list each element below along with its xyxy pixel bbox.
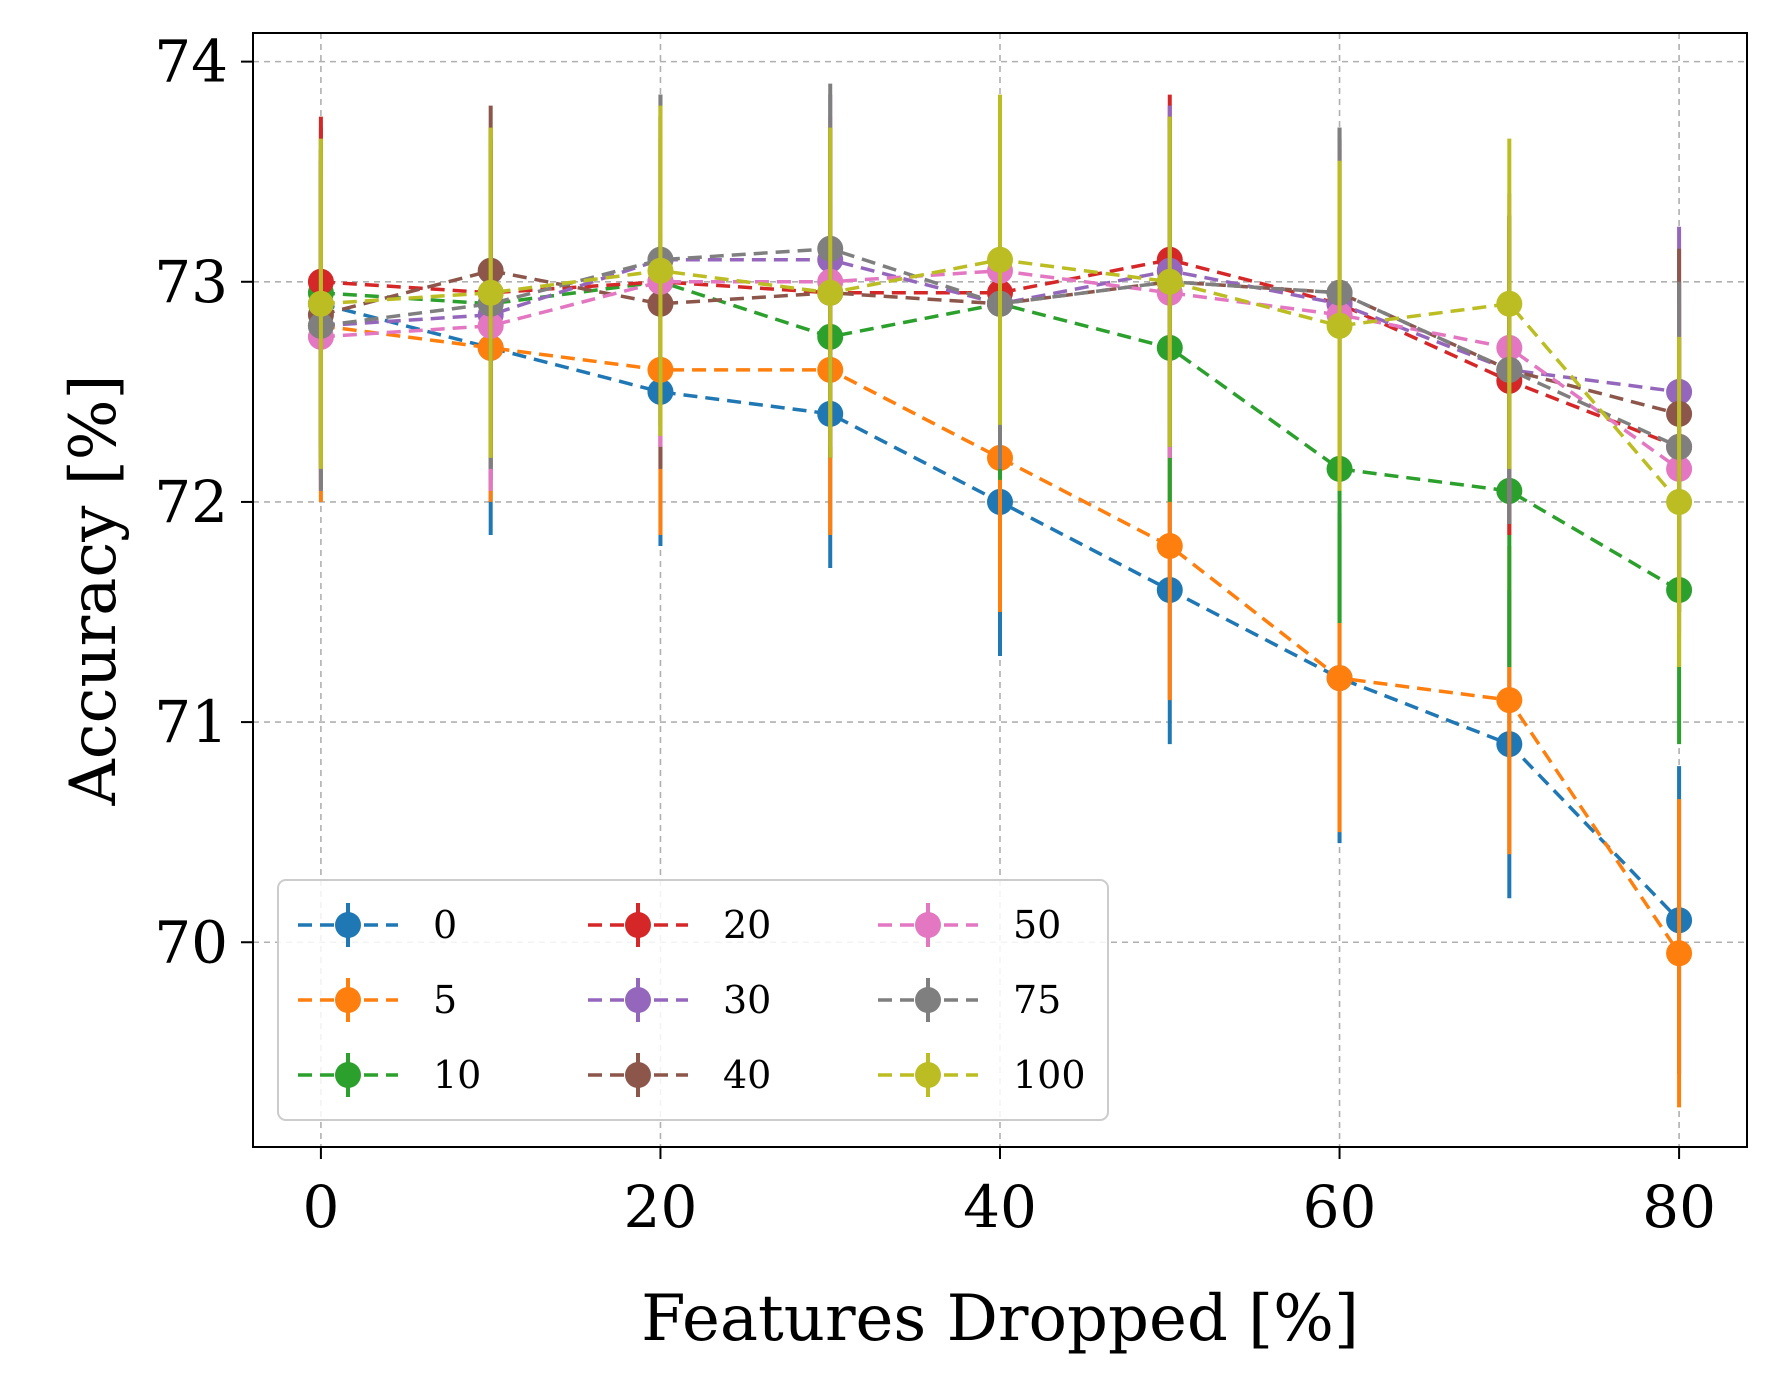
legend-label: 50 — [1013, 903, 1061, 947]
legend-marker — [915, 987, 941, 1013]
x-tick-label: 0 — [302, 1173, 339, 1241]
legend-entry: 75 — [878, 978, 1061, 1022]
data-series — [307, 83, 1693, 1108]
legend-label: 75 — [1013, 978, 1061, 1022]
data-point — [1496, 687, 1523, 714]
y-tick-label: 72 — [154, 468, 228, 536]
y-tick-label: 74 — [154, 28, 228, 96]
data-point — [1156, 532, 1183, 559]
x-axis-label: Features Dropped [%] — [641, 1282, 1359, 1356]
legend-label: 5 — [433, 978, 457, 1022]
legend-label: 100 — [1013, 1053, 1086, 1097]
legend-marker — [915, 912, 941, 938]
y-tick-label: 73 — [154, 248, 228, 316]
legend-label: 10 — [433, 1053, 481, 1097]
x-tick-label: 20 — [624, 1173, 698, 1241]
legend: 0 5 10 20 30 40 50 75 100 — [277, 879, 1109, 1121]
legend-label: 0 — [433, 903, 457, 947]
legend-marker — [625, 912, 651, 938]
legend-entry: 40 — [588, 1053, 771, 1097]
data-point — [1666, 488, 1693, 515]
y-tick-label: 70 — [154, 908, 228, 976]
legend-entry: 50 — [878, 903, 1061, 947]
data-point — [307, 290, 334, 317]
legend-label: 40 — [723, 1053, 771, 1097]
y-axis-label: Accuracy [%] — [57, 375, 131, 807]
data-point — [817, 279, 844, 306]
legend-label: 20 — [723, 903, 771, 947]
x-tick-label: 60 — [1303, 1173, 1377, 1241]
legend-entry: 0 — [298, 903, 457, 947]
data-point — [1326, 665, 1353, 692]
legend-marker — [625, 1062, 651, 1088]
data-point — [1666, 940, 1693, 967]
data-point — [987, 246, 1013, 273]
legend-marker — [335, 1062, 361, 1088]
data-point — [1156, 268, 1183, 295]
axis-ticks: 0 20 40 60 80 70 71 72 73 74 — [154, 28, 1716, 1241]
legend-marker — [335, 987, 361, 1013]
series-line — [320, 324, 1681, 955]
legend-label: 30 — [723, 978, 771, 1022]
y-tick-label: 71 — [154, 688, 228, 756]
x-tick-label: 80 — [1642, 1173, 1716, 1241]
legend-entry: 10 — [298, 1053, 481, 1097]
x-tick-label: 40 — [963, 1173, 1037, 1241]
legend-entry: 100 — [878, 1053, 1086, 1097]
legend-marker — [335, 912, 361, 938]
legend-entry: 20 — [588, 903, 771, 947]
data-point — [477, 279, 504, 306]
legend-box — [277, 879, 1109, 1121]
data-point — [1496, 290, 1523, 317]
series-100 — [307, 94, 1693, 668]
legend-entry: 5 — [298, 978, 457, 1022]
legend-entry: 30 — [588, 978, 771, 1022]
legend-marker — [625, 987, 651, 1013]
data-point — [647, 257, 674, 284]
data-point — [1326, 312, 1353, 339]
legend-marker — [915, 1062, 941, 1088]
